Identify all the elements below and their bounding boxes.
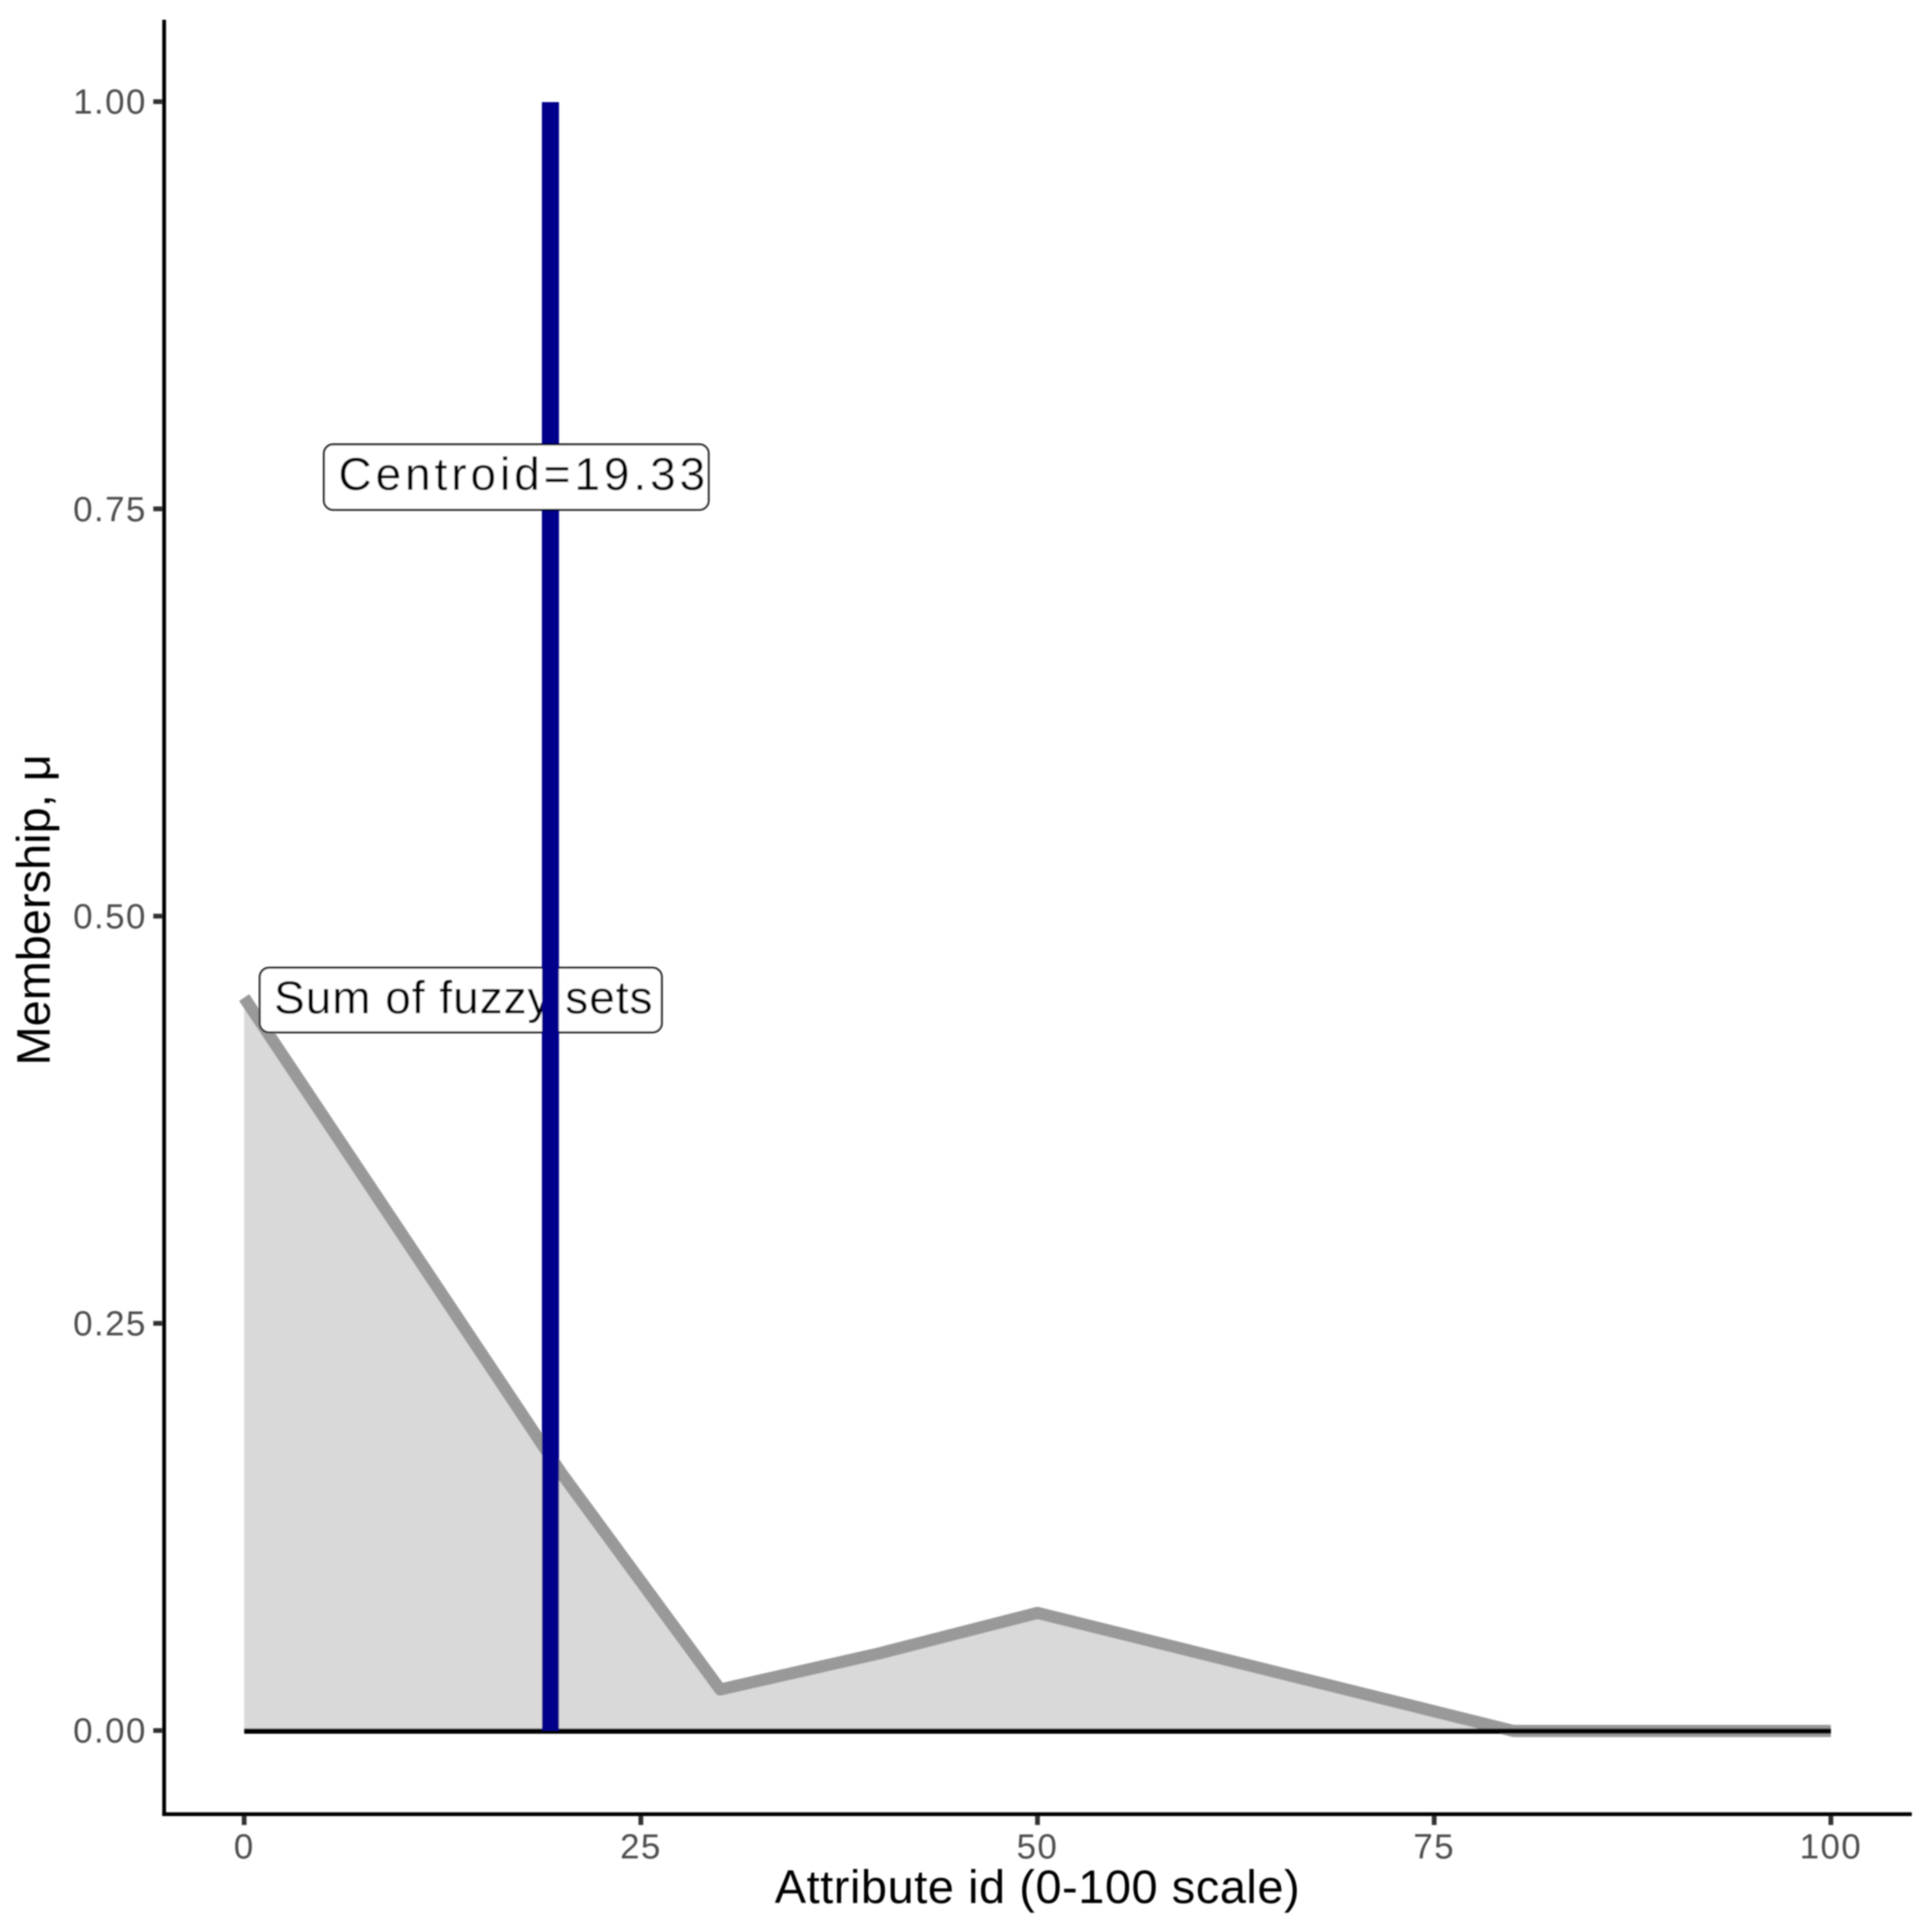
svg-text:Centroid=19.33: Centroid=19.33	[339, 449, 709, 500]
svg-text:0: 0	[234, 1828, 255, 1867]
svg-text:Attribute id (0-100 scale): Attribute id (0-100 scale)	[775, 1860, 1300, 1913]
svg-text:100: 100	[1800, 1828, 1862, 1867]
svg-text:Membership, μ: Membership, μ	[7, 754, 60, 1065]
svg-text:25: 25	[620, 1828, 661, 1867]
svg-text:75: 75	[1413, 1828, 1455, 1867]
svg-text:0.00: 0.00	[74, 1712, 147, 1751]
svg-text:0.50: 0.50	[74, 898, 147, 937]
svg-text:0.25: 0.25	[74, 1305, 147, 1344]
svg-text:0.75: 0.75	[74, 490, 147, 529]
svg-text:Sum of fuzzy sets: Sum of fuzzy sets	[274, 972, 653, 1023]
svg-text:1.00: 1.00	[74, 84, 147, 122]
svg-text:50: 50	[1017, 1828, 1058, 1867]
